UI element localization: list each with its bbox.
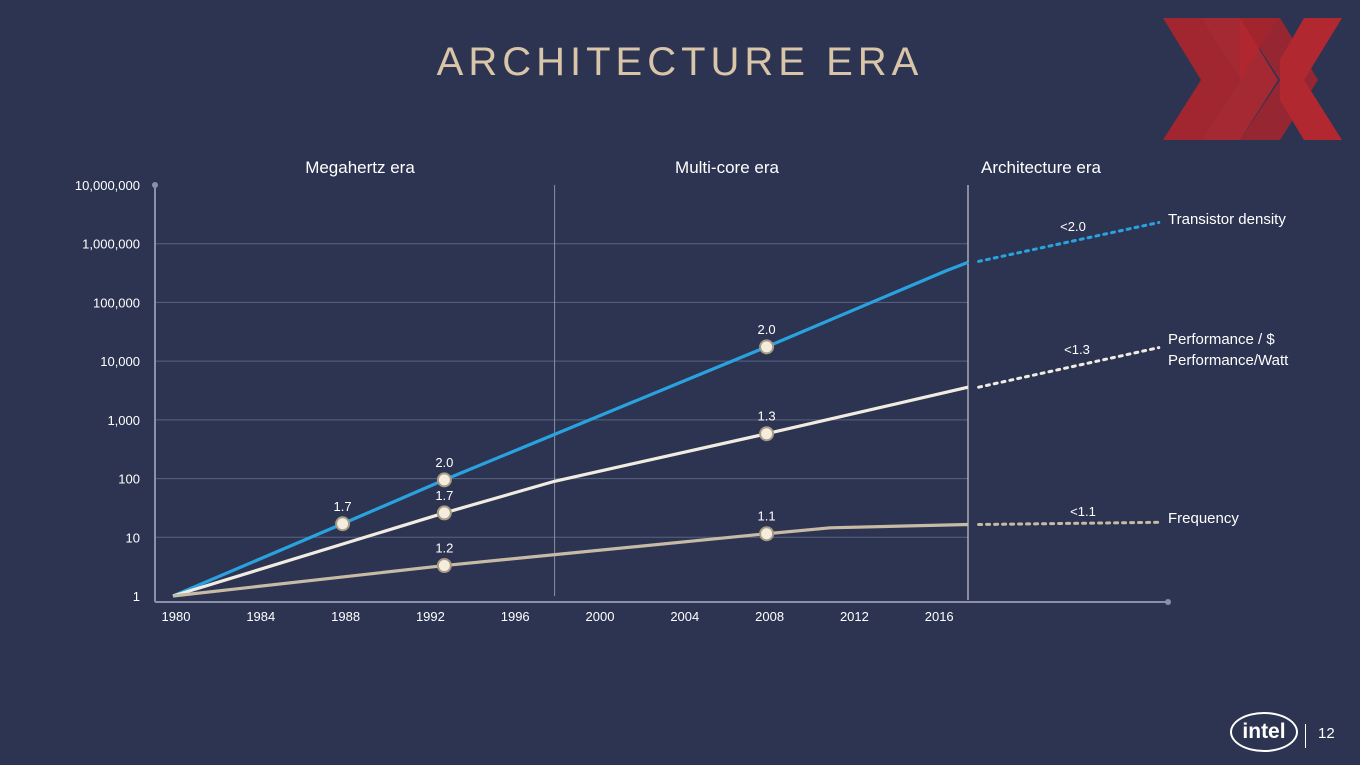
y-tick-label: 1,000 — [107, 413, 140, 428]
slide-title: ARCHITECTURE ERA — [436, 40, 924, 84]
projection-label: <2.0 — [1060, 219, 1086, 234]
logo-chevron-5 — [1280, 18, 1342, 140]
x-tick-label: 2004 — [670, 609, 699, 624]
series-legend-label: Performance / $ — [1168, 331, 1275, 348]
logo-chevron-3 — [1201, 18, 1278, 140]
data-label: 2.0 — [758, 322, 776, 337]
data-label: 1.1 — [758, 509, 776, 524]
era-label: Architecture era — [981, 158, 1102, 177]
projection-label: <1.3 — [1064, 342, 1090, 357]
data-point-marker — [436, 472, 452, 488]
series-legend-label: Transistor density — [1168, 211, 1286, 228]
x-tick-label: 2016 — [925, 609, 954, 624]
y-tick-label: 100 — [118, 472, 140, 487]
x-tick-label: 2008 — [755, 609, 784, 624]
data-label: 1.3 — [758, 409, 776, 424]
data-point-marker — [436, 505, 452, 521]
y-tick-label: 1 — [133, 589, 140, 604]
x-tick-label: 2012 — [840, 609, 869, 624]
page-number: 12 — [1318, 725, 1335, 742]
data-point-marker — [759, 339, 775, 355]
x-tick-label: 1984 — [246, 609, 275, 624]
data-point-marker — [436, 558, 452, 574]
logo-chevron-1 — [1163, 18, 1240, 140]
data-point-marker — [335, 516, 351, 532]
projection-label: <1.1 — [1070, 504, 1096, 519]
logo-divider — [1305, 724, 1306, 748]
x-tick-label: 1996 — [501, 609, 530, 624]
y-tick-label: 10,000,000 — [75, 178, 140, 193]
data-point-marker — [759, 526, 775, 542]
x-axis-end-dot — [1165, 599, 1171, 605]
x-tick-label: 1980 — [162, 609, 191, 624]
x-tick-label: 1992 — [416, 609, 445, 624]
series-legend-label: Performance/Watt — [1168, 352, 1289, 369]
data-label: 1.7 — [435, 488, 453, 503]
series-legend-label: Frequency — [1168, 510, 1239, 527]
data-label: 2.0 — [435, 455, 453, 470]
y-tick-label: 10 — [126, 530, 140, 545]
era-label: Multi-core era — [675, 158, 779, 177]
y-tick-label: 100,000 — [93, 295, 140, 310]
y-tick-label: 1,000,000 — [82, 237, 140, 252]
data-point-marker — [759, 426, 775, 442]
x-tick-label: 2000 — [586, 609, 615, 624]
series-line — [172, 260, 969, 598]
data-label: 1.7 — [334, 499, 352, 514]
x-tick-label: 1988 — [331, 609, 360, 624]
era-label: Megahertz era — [305, 158, 415, 177]
projection-line — [977, 520, 1161, 527]
series-line — [172, 385, 969, 598]
y-axis-end-dot — [152, 182, 158, 188]
xx-logo-mark — [1163, 18, 1342, 140]
intel-logo: intel — [1230, 712, 1298, 752]
projection-line — [977, 220, 1161, 263]
y-tick-label: 10,000 — [100, 354, 140, 369]
projection-line — [977, 346, 1161, 389]
data-label: 1.2 — [435, 541, 453, 556]
